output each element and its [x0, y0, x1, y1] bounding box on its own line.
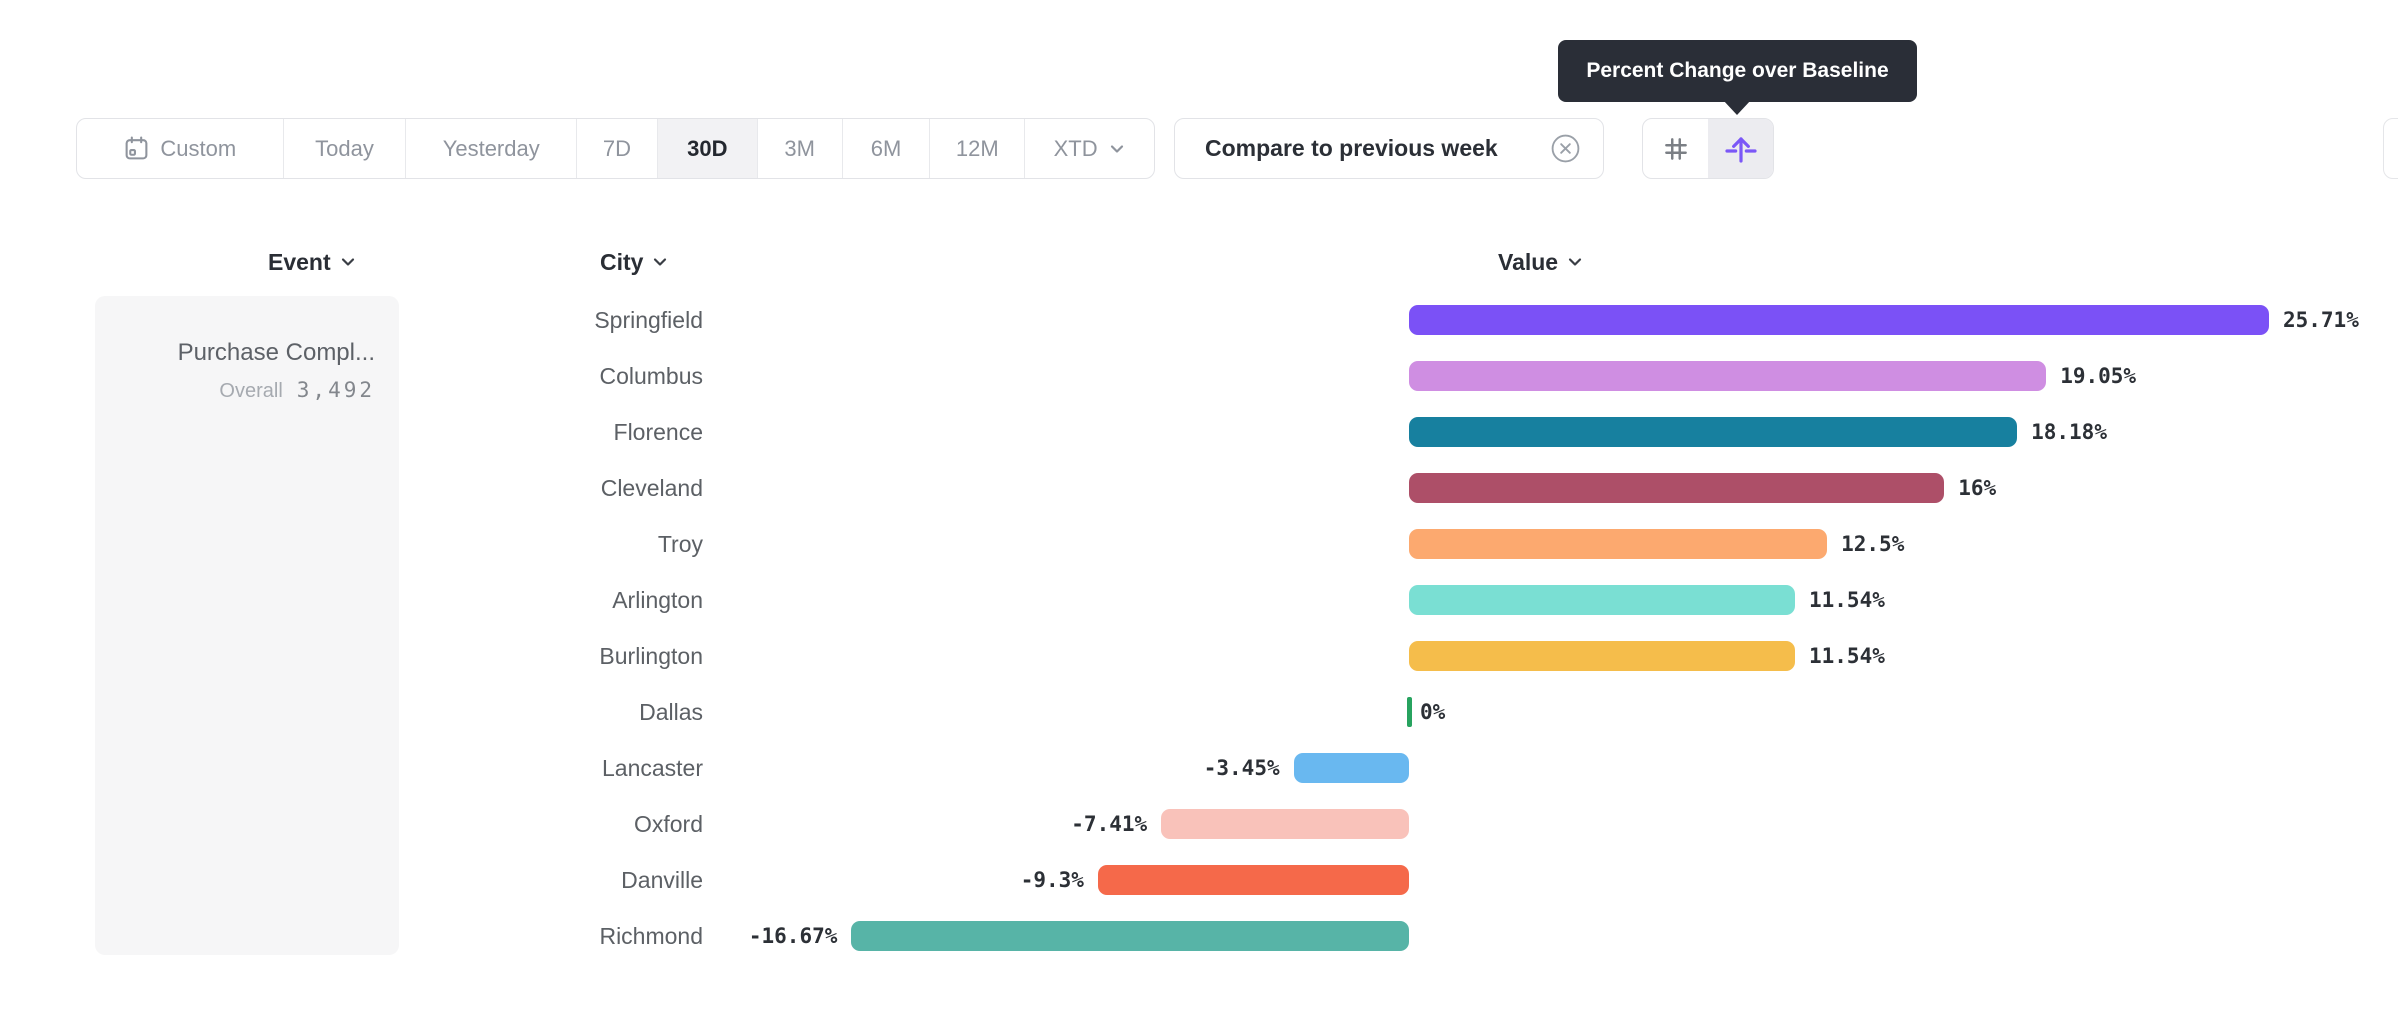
remove-compare-icon[interactable]: [1550, 133, 1581, 164]
city-label: Dallas: [639, 698, 703, 725]
bar[interactable]: [1407, 697, 1412, 727]
bar[interactable]: [1409, 641, 1795, 671]
city-label: Cleveland: [600, 474, 703, 501]
range-12m-button[interactable]: 12M: [930, 119, 1026, 178]
bar[interactable]: [851, 921, 1409, 951]
event-title: Purchase Compl...: [177, 339, 375, 366]
calendar-icon: [123, 135, 150, 162]
tooltip-arrow: [1723, 100, 1751, 115]
range-yesterday-button[interactable]: Yesterday: [406, 119, 578, 178]
range-7d-button[interactable]: 7D: [577, 119, 658, 178]
bar[interactable]: [1409, 473, 1945, 503]
chart-row: Burlington 11.54%: [0, 628, 2398, 684]
chevron-down-icon: [1566, 253, 1584, 271]
chart-row: Arlington 11.54%: [0, 572, 2398, 628]
value-label: 12.5%: [1841, 532, 1905, 556]
city-label: Burlington: [599, 642, 703, 669]
percent-baseline-icon: [1724, 133, 1757, 165]
bar[interactable]: [1409, 585, 1795, 615]
chart-row: Dallas 0%: [0, 684, 2398, 740]
range-label: 3M: [784, 135, 815, 161]
value-display-toggle: [1642, 118, 1774, 179]
event-card-purchase-completed[interactable]: Purchase Compl... Overall 3,492: [95, 296, 399, 955]
value-label: -7.41%: [1071, 812, 1148, 836]
value-label: 16%: [1958, 476, 1997, 500]
tooltip-text: Percent Change over Baseline: [1586, 59, 1889, 82]
chart-row: Richmond -16.67%: [0, 908, 2398, 964]
range-xtd-button[interactable]: XTD: [1025, 119, 1154, 178]
value-label: 19.05%: [2060, 364, 2137, 388]
city-label: Columbus: [599, 362, 703, 389]
clipped-right-button[interactable]: [2383, 118, 2398, 179]
range-label: Custom: [160, 135, 237, 161]
column-header-label: Value: [1498, 248, 1559, 275]
bar[interactable]: [1409, 529, 1828, 559]
bar[interactable]: [1409, 305, 2269, 335]
bar[interactable]: [1293, 753, 1409, 783]
chart-row: Florence 18.18%: [0, 404, 2398, 460]
bar[interactable]: [1409, 417, 2018, 447]
chevron-down-icon: [1108, 140, 1126, 158]
city-label: Danville: [621, 866, 703, 893]
range-today-button[interactable]: Today: [284, 119, 407, 178]
column-header-city[interactable]: City: [600, 246, 669, 278]
chart-row: Springfield 25.71%: [0, 292, 2398, 348]
bar[interactable]: [1097, 865, 1409, 895]
percent-baseline-toggle-button[interactable]: [1708, 119, 1773, 178]
city-label: Troy: [657, 530, 703, 557]
value-label: 18.18%: [2031, 420, 2107, 444]
column-header-label: Event: [268, 248, 331, 275]
range-label: XTD: [1053, 135, 1098, 161]
overall-label: Overall: [219, 380, 283, 402]
range-30d-button[interactable]: 30D: [657, 119, 758, 178]
city-label: Richmond: [599, 922, 703, 949]
bar[interactable]: [1161, 809, 1409, 839]
city-label: Oxford: [633, 810, 703, 837]
value-label: -16.67%: [748, 924, 838, 948]
compare-label: Compare to previous week: [1205, 135, 1498, 161]
chart-row: Danville -9.3%: [0, 852, 2398, 908]
value-label: 0%: [1420, 700, 1446, 724]
column-header-value[interactable]: Value: [1498, 246, 1584, 278]
column-header-event[interactable]: Event: [268, 246, 357, 278]
chart-row: Cleveland 16%: [0, 460, 2398, 516]
overall-count: 3,492: [296, 378, 375, 402]
range-label: Today: [315, 135, 374, 161]
column-header-label: City: [600, 248, 644, 275]
compare-to-previous-week-pill[interactable]: Compare to previous week: [1174, 118, 1604, 179]
range-custom-button[interactable]: Custom: [77, 119, 284, 178]
range-label: 30D: [687, 135, 728, 161]
chart-row: Oxford -7.41%: [0, 796, 2398, 852]
chart-row: Columbus 19.05%: [0, 348, 2398, 404]
date-range-toolbar: Custom Today Yesterday 7D 30D 3M 6M 12M …: [76, 118, 1155, 179]
chevron-down-icon: [339, 253, 357, 271]
tooltip-percent-change: Percent Change over Baseline: [1558, 40, 1917, 102]
range-3m-button[interactable]: 3M: [758, 119, 843, 178]
chevron-down-icon: [651, 253, 669, 271]
range-label: 12M: [955, 135, 999, 161]
value-label: 11.54%: [1809, 644, 1885, 668]
bar[interactable]: [1409, 361, 2047, 391]
event-overall-row: Overall 3,492: [95, 378, 375, 403]
range-label: 7D: [602, 135, 632, 161]
absolute-values-toggle-button[interactable]: [1643, 119, 1708, 178]
city-label: Lancaster: [601, 754, 703, 781]
city-label: Florence: [613, 418, 703, 445]
city-label: Springfield: [594, 306, 703, 333]
range-label: 6M: [870, 135, 902, 161]
value-label: -9.3%: [1020, 868, 1084, 892]
range-6m-button[interactable]: 6M: [843, 119, 931, 178]
value-label: 25.71%: [2282, 308, 2359, 332]
chart-row: Lancaster -3.45%: [0, 740, 2398, 796]
chart-row: Troy 12.5%: [0, 516, 2398, 572]
hash-grid-icon: [1661, 134, 1691, 164]
range-label: Yesterday: [442, 135, 540, 161]
value-label: -3.45%: [1203, 756, 1280, 780]
value-label: 11.54%: [1809, 588, 1885, 612]
city-label: Arlington: [612, 586, 703, 613]
